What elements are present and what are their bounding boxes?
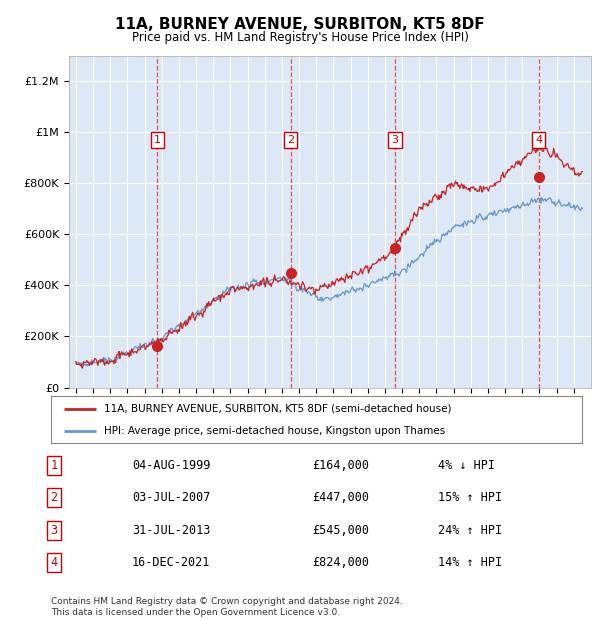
Text: 31-JUL-2013: 31-JUL-2013 [132,524,211,536]
Text: 11A, BURNEY AVENUE, SURBITON, KT5 8DF: 11A, BURNEY AVENUE, SURBITON, KT5 8DF [115,17,485,32]
Text: 3: 3 [50,524,58,536]
Text: 2: 2 [50,492,58,504]
Text: 24% ↑ HPI: 24% ↑ HPI [438,524,502,536]
Text: £824,000: £824,000 [312,556,369,569]
Text: 03-JUL-2007: 03-JUL-2007 [132,492,211,504]
Text: £447,000: £447,000 [312,492,369,504]
Text: 4: 4 [535,135,542,145]
Text: 3: 3 [391,135,398,145]
Text: 14% ↑ HPI: 14% ↑ HPI [438,556,502,569]
Text: 04-AUG-1999: 04-AUG-1999 [132,459,211,472]
Text: Contains HM Land Registry data © Crown copyright and database right 2024.
This d: Contains HM Land Registry data © Crown c… [51,598,403,617]
Text: £545,000: £545,000 [312,524,369,536]
Text: 11A, BURNEY AVENUE, SURBITON, KT5 8DF (semi-detached house): 11A, BURNEY AVENUE, SURBITON, KT5 8DF (s… [104,404,452,414]
Text: 2: 2 [287,135,294,145]
Text: 1: 1 [154,135,161,145]
Text: 16-DEC-2021: 16-DEC-2021 [132,556,211,569]
Text: 1: 1 [50,459,58,472]
Text: Price paid vs. HM Land Registry's House Price Index (HPI): Price paid vs. HM Land Registry's House … [131,31,469,44]
Text: 15% ↑ HPI: 15% ↑ HPI [438,492,502,504]
Text: £164,000: £164,000 [312,459,369,472]
Text: 4: 4 [50,556,58,569]
Text: 4% ↓ HPI: 4% ↓ HPI [438,459,495,472]
Text: HPI: Average price, semi-detached house, Kingston upon Thames: HPI: Average price, semi-detached house,… [104,425,445,436]
